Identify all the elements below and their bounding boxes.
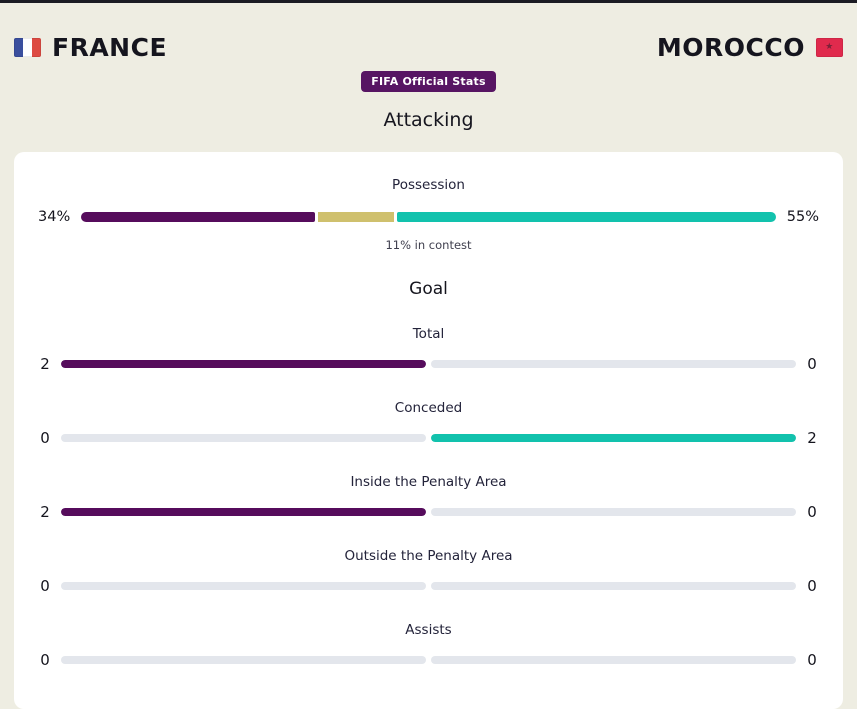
away-team: MOROCCO ★ bbox=[657, 33, 843, 62]
away-team-name: MOROCCO bbox=[656, 33, 805, 62]
stat-label: Total bbox=[412, 326, 445, 342]
possession-bar-row: 34% 55% bbox=[38, 209, 819, 225]
possession-away-value: 55% bbox=[786, 209, 819, 225]
stat-away-value: 2 bbox=[807, 429, 817, 447]
stat-row: Conceded 0 2 bbox=[38, 400, 819, 447]
stat-bars bbox=[61, 656, 796, 664]
stat-row: Total 2 0 bbox=[38, 326, 819, 373]
stat-bar-row: 0 0 bbox=[38, 651, 819, 669]
away-bar-track bbox=[431, 434, 796, 442]
stat-away-value: 0 bbox=[807, 577, 817, 595]
page-title: Attacking bbox=[383, 109, 474, 131]
possession-label: Possession bbox=[392, 177, 465, 193]
stat-home-value: 2 bbox=[40, 503, 50, 521]
stat-bars bbox=[61, 582, 796, 590]
away-bar-fill bbox=[431, 434, 796, 442]
stat-label: Conceded bbox=[394, 400, 463, 416]
stats-card: Possession 34% 55% 11% in contest Goal T… bbox=[14, 152, 843, 709]
possession-contest-note: 11% in contest bbox=[385, 238, 472, 252]
stat-home-value: 0 bbox=[40, 651, 50, 669]
stat-bars bbox=[61, 508, 796, 516]
possession-contest-segment bbox=[318, 212, 395, 222]
stat-away-value: 0 bbox=[807, 503, 817, 521]
stat-home-value: 0 bbox=[40, 429, 50, 447]
possession-bar bbox=[81, 212, 776, 222]
morocco-flag-icon: ★ bbox=[816, 38, 843, 57]
section-title-goal: Goal bbox=[409, 279, 448, 299]
possession-away-segment bbox=[397, 212, 776, 222]
stat-bars bbox=[61, 434, 796, 442]
home-team: FRANCE bbox=[14, 33, 167, 62]
stat-row: Outside the Penalty Area 0 0 bbox=[38, 548, 819, 595]
stat-away-value: 0 bbox=[807, 651, 817, 669]
stat-bar-row: 0 0 bbox=[38, 577, 819, 595]
stat-row: Assists 0 0 bbox=[38, 622, 819, 669]
stat-bar-row: 2 0 bbox=[38, 355, 819, 373]
stat-row: Inside the Penalty Area 2 0 bbox=[38, 474, 819, 521]
morocco-star-icon: ★ bbox=[825, 42, 834, 52]
away-bar-track bbox=[431, 582, 796, 590]
possession-home-value: 34% bbox=[38, 209, 71, 225]
fifa-official-stats-badge: FIFA Official Stats bbox=[361, 71, 496, 92]
home-bar-track bbox=[61, 508, 426, 516]
match-header: FRANCE MOROCCO ★ bbox=[0, 33, 857, 62]
possession-home-segment bbox=[81, 212, 316, 222]
stat-label: Outside the Penalty Area bbox=[344, 548, 513, 564]
stat-label: Inside the Penalty Area bbox=[350, 474, 507, 490]
stat-bars bbox=[61, 360, 796, 368]
home-bar-track bbox=[61, 434, 426, 442]
away-bar-track bbox=[431, 656, 796, 664]
stat-label: Assists bbox=[405, 622, 452, 638]
home-bar-fill bbox=[61, 360, 426, 368]
france-flag-icon bbox=[14, 38, 41, 57]
stat-away-value: 0 bbox=[807, 355, 817, 373]
home-team-name: FRANCE bbox=[52, 33, 168, 62]
stat-bar-row: 2 0 bbox=[38, 503, 819, 521]
stat-bar-row: 0 2 bbox=[38, 429, 819, 447]
away-bar-track bbox=[431, 360, 796, 368]
badge-row: FIFA Official Stats bbox=[0, 70, 857, 92]
top-window-strip bbox=[0, 0, 857, 3]
stat-home-value: 2 bbox=[40, 355, 50, 373]
home-bar-track bbox=[61, 656, 426, 664]
home-bar-fill bbox=[61, 508, 426, 516]
away-bar-track bbox=[431, 508, 796, 516]
home-bar-track bbox=[61, 582, 426, 590]
home-bar-track bbox=[61, 360, 426, 368]
stat-home-value: 0 bbox=[40, 577, 50, 595]
